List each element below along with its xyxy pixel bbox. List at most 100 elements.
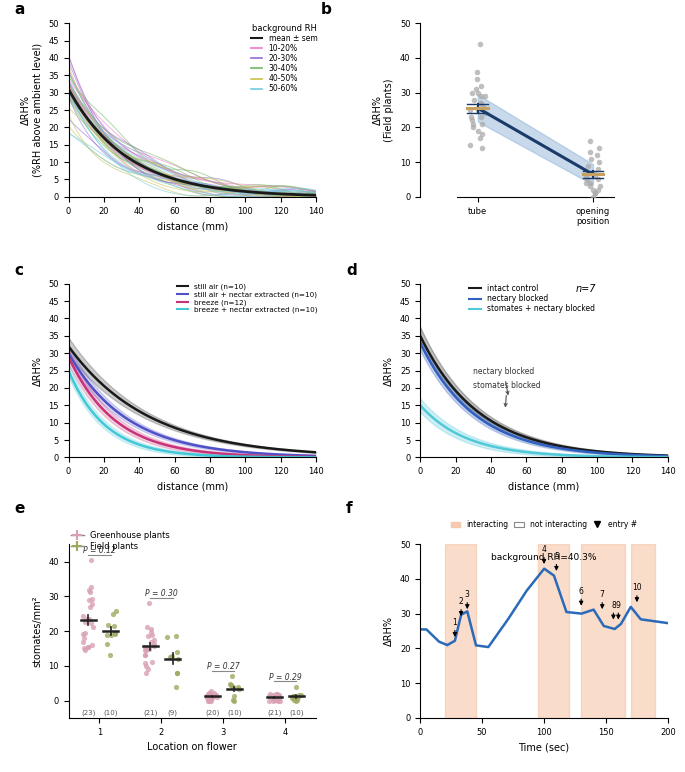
Point: [270, 694, 281, 706]
Y-axis label: ΔRH%
(Field plants): ΔRH% (Field plants): [373, 78, 395, 142]
Point: [86, 617, 97, 629]
Text: 8: 8: [611, 601, 616, 610]
Point: [102, 629, 113, 642]
Point: [144, 598, 155, 610]
Point: [467, 117, 478, 130]
Point: [207, 690, 218, 703]
Point: [147, 629, 158, 642]
Point: [580, 170, 591, 182]
Point: [227, 681, 238, 693]
Text: 2: 2: [459, 597, 464, 606]
Point: [271, 688, 282, 700]
Point: [86, 581, 97, 594]
Point: [205, 695, 216, 707]
Point: [78, 628, 89, 641]
Point: [270, 693, 281, 706]
Point: [584, 180, 595, 192]
Text: P = 0.29: P = 0.29: [269, 672, 301, 682]
Point: [172, 667, 183, 679]
Point: [464, 103, 475, 116]
Point: [84, 584, 95, 597]
Point: [148, 640, 159, 652]
Point: [85, 586, 96, 598]
Text: 5: 5: [554, 552, 559, 561]
Point: [108, 620, 119, 632]
Point: [141, 621, 152, 633]
Point: [472, 124, 483, 137]
Point: [264, 688, 275, 700]
Text: stomates blocked: stomates blocked: [473, 381, 541, 407]
Point: [103, 619, 114, 631]
X-axis label: Location on flower: Location on flower: [147, 742, 237, 752]
Y-axis label: ΔRH%
(%RH above ambient level): ΔRH% (%RH above ambient level): [21, 43, 42, 177]
Point: [295, 689, 306, 701]
Point: [288, 689, 299, 702]
Point: [588, 184, 599, 196]
Point: [274, 689, 285, 701]
Point: [273, 689, 284, 702]
Bar: [538, 544, 569, 718]
Point: [288, 690, 299, 703]
Bar: [445, 544, 476, 718]
Point: [142, 630, 153, 642]
Text: f: f: [346, 501, 353, 516]
Legend: mean ± sem, 10-20%, 20-30%, 30-40%, 40-50%, 50-60%: mean ± sem, 10-20%, 20-30%, 30-40%, 40-5…: [251, 23, 317, 93]
Legend: intact control, nectary blocked, stomates + nectary blocked: intact control, nectary blocked, stomate…: [469, 284, 595, 313]
Text: nectary blocked: nectary blocked: [473, 367, 534, 394]
Point: [204, 691, 215, 703]
X-axis label: Time (sec): Time (sec): [519, 742, 570, 752]
Point: [227, 670, 238, 682]
Text: 6: 6: [579, 587, 584, 596]
Point: [211, 691, 222, 703]
Point: [208, 691, 219, 703]
Text: background RH=40.3%: background RH=40.3%: [491, 553, 597, 562]
Point: [82, 641, 93, 653]
Point: [479, 107, 490, 120]
Point: [82, 641, 93, 653]
Point: [469, 93, 480, 106]
Point: [270, 689, 281, 702]
Point: [294, 689, 305, 701]
Point: [477, 117, 488, 130]
Point: [227, 694, 238, 706]
Point: [271, 694, 282, 706]
Point: [474, 38, 485, 50]
Point: [209, 687, 220, 699]
Text: 3: 3: [465, 590, 470, 599]
Point: [79, 616, 90, 628]
Point: [286, 692, 297, 704]
Point: [274, 691, 285, 703]
Point: [146, 635, 157, 648]
Point: [86, 598, 97, 611]
Point: [289, 693, 300, 706]
Point: [473, 103, 484, 116]
Point: [479, 90, 490, 103]
Point: [110, 627, 121, 639]
Point: [202, 690, 213, 703]
Point: [77, 610, 88, 622]
Point: [225, 679, 236, 692]
Point: [593, 184, 603, 196]
Point: [274, 695, 285, 707]
Point: [590, 170, 601, 182]
Point: [79, 642, 90, 654]
Point: [264, 689, 275, 702]
Text: (20): (20): [205, 709, 219, 716]
Y-axis label: stomates/mm²: stomates/mm²: [33, 595, 42, 667]
Point: [204, 689, 215, 702]
Text: (23): (23): [81, 709, 95, 716]
Point: [143, 643, 154, 655]
Point: [268, 689, 279, 701]
Point: [141, 643, 152, 655]
Point: [584, 145, 595, 157]
Text: n=7: n=7: [576, 284, 597, 294]
Text: 10: 10: [632, 583, 642, 592]
Point: [170, 681, 181, 693]
Point: [228, 689, 239, 702]
Bar: [581, 544, 625, 718]
Point: [471, 73, 482, 85]
Point: [210, 689, 221, 701]
Point: [86, 593, 97, 605]
Text: d: d: [346, 263, 357, 278]
Point: [80, 627, 91, 639]
